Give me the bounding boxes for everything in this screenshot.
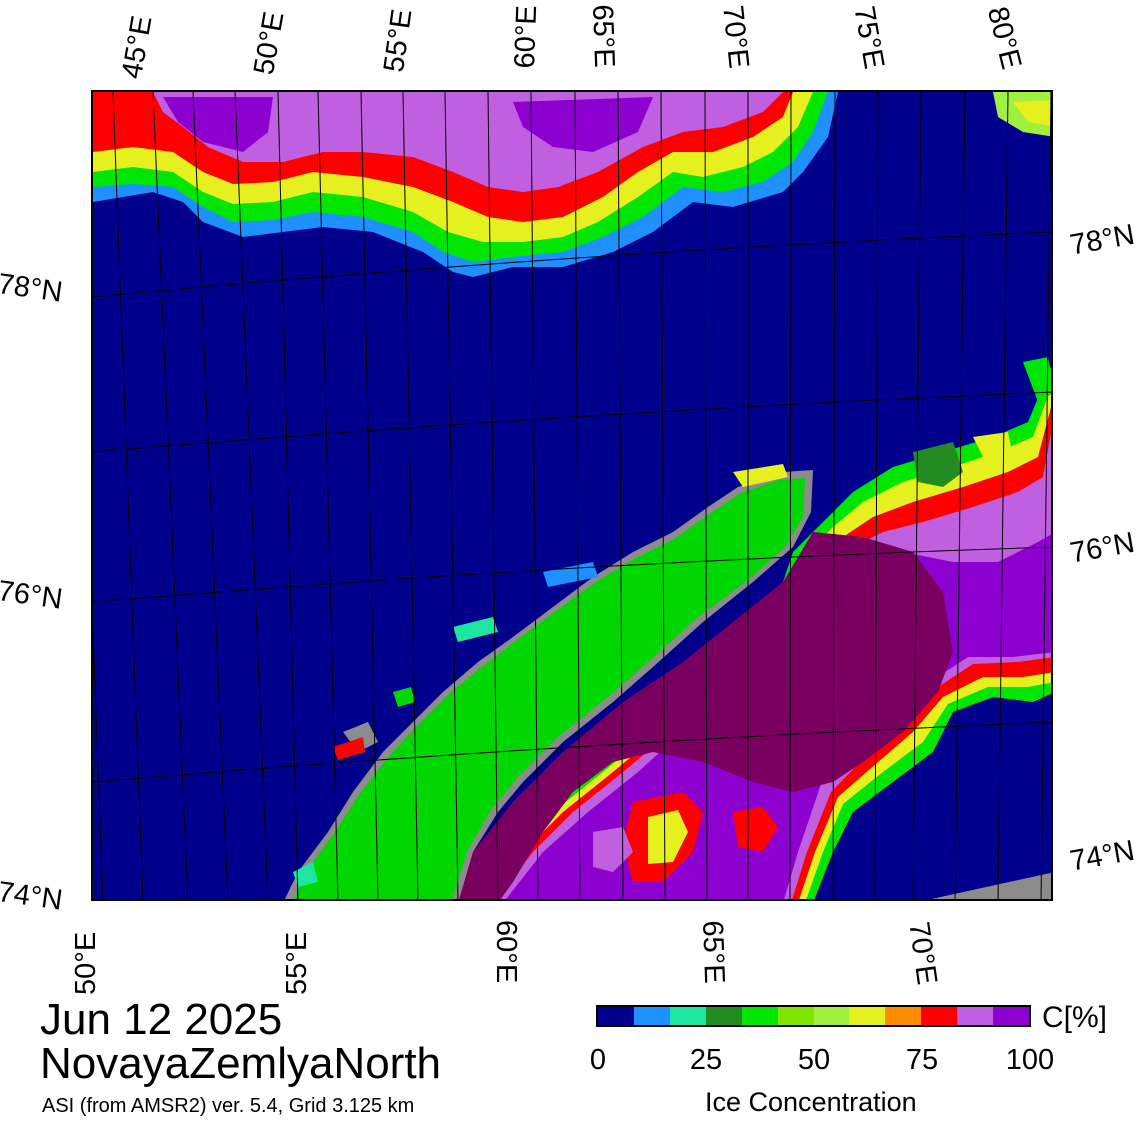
kara-sea-ice-field <box>454 357 1051 899</box>
map-date: Jun 12 2025 <box>40 995 283 1044</box>
colorbar-unit: C[%] <box>1042 1001 1108 1034</box>
novaya-zemlya-land <box>284 470 813 899</box>
colorbar-label: Ice Concentration <box>705 1087 917 1117</box>
bottom-lon-label: 60°E <box>490 920 522 984</box>
colorbar-segment <box>957 1007 994 1025</box>
colorbar-tick: 100 <box>1005 1044 1055 1076</box>
right-lat-label: 74°N <box>1067 834 1138 878</box>
colorbar-segment <box>813 1007 850 1025</box>
parallel-78n <box>93 231 1051 298</box>
parallel-76n <box>93 546 1051 603</box>
bottom-lon-label: 55°E <box>281 931 313 995</box>
colorbar-segment <box>705 1007 742 1025</box>
land-mask-mainland <box>931 872 1051 899</box>
parallel-77n <box>93 391 1051 453</box>
colorbar-segment <box>993 1007 1030 1025</box>
graticule <box>93 92 1051 899</box>
right-lat-label: 78°N <box>1067 218 1138 262</box>
colorbar-tick: 50 <box>797 1044 831 1076</box>
colorbar-segment <box>885 1007 922 1025</box>
top-lon-label: 70°E <box>716 3 755 70</box>
right-lat-label: 76°N <box>1067 526 1138 570</box>
top-lon-label: 80°E <box>980 3 1028 73</box>
top-lon-label: 75°E <box>847 3 890 72</box>
left-lat-label: 78°N <box>0 268 65 309</box>
bottom-lon-label: 50°E <box>70 931 102 995</box>
top-lon-label: 60°E <box>509 4 544 70</box>
bottom-lon-label: 70°E <box>902 919 943 987</box>
colorbar-segment <box>849 1007 886 1025</box>
top-lon-label: 50°E <box>248 9 291 78</box>
top-lon-label: 65°E <box>586 3 621 69</box>
colorbar-segment <box>598 1007 634 1025</box>
colorbar-segment <box>633 1007 670 1025</box>
western-coastal-ice <box>293 464 788 887</box>
ice-concentration-map <box>93 92 1051 899</box>
map-region-name: NovayaZemlyaNorth <box>40 1039 442 1088</box>
colorbar <box>596 1005 1031 1027</box>
colorbar-tick: 0 <box>589 1044 607 1076</box>
northern-ice-field <box>93 92 1051 277</box>
colorbar-tick: 25 <box>689 1044 723 1076</box>
top-lon-label: 45°E <box>116 13 159 82</box>
left-lat-label: 74°N <box>0 876 65 917</box>
colorbar-segment <box>921 1007 958 1025</box>
colorbar-segment <box>669 1007 706 1025</box>
colorbar-tick: 75 <box>905 1044 939 1076</box>
colorbar-segment <box>741 1007 778 1025</box>
map-panel <box>91 90 1053 901</box>
data-source-subtitle: ASI (from AMSR2) ver. 5.4, Grid 3.125 km <box>42 1095 415 1117</box>
left-lat-label: 76°N <box>0 575 65 616</box>
bottom-lon-label: 65°E <box>696 919 731 985</box>
top-lon-label: 55°E <box>378 7 419 75</box>
colorbar-segment <box>777 1007 814 1025</box>
